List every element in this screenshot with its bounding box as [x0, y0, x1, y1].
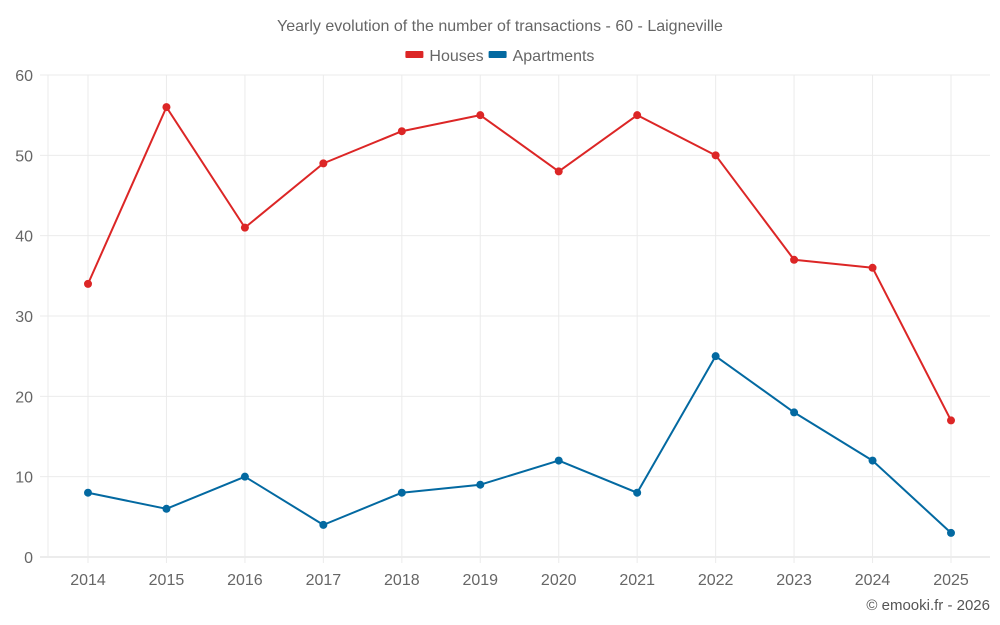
data-point[interactable]: [554, 167, 563, 176]
series-line: [87, 355, 952, 534]
x-tick-label: 2024: [855, 572, 891, 589]
x-tick-label: 2025: [933, 572, 969, 589]
data-point[interactable]: [947, 416, 955, 425]
data-point[interactable]: [397, 488, 406, 497]
legend-label: Apartments: [513, 48, 595, 65]
data-point[interactable]: [319, 520, 328, 529]
series-apartments: [84, 352, 955, 537]
data-point[interactable]: [633, 111, 642, 120]
data-point[interactable]: [790, 408, 799, 417]
x-tick-label: 2023: [776, 572, 812, 589]
x-tick-label: 2017: [306, 572, 342, 589]
data-point[interactable]: [711, 151, 720, 160]
series: [84, 103, 955, 537]
legend-item-apartments[interactable]: Apartments: [488, 48, 595, 65]
data-point[interactable]: [868, 456, 877, 465]
data-point[interactable]: [162, 103, 171, 112]
y-axis-ticks: 0 10 20 30 40 50 60: [15, 68, 33, 567]
y-tick-label: 40: [15, 229, 33, 246]
y-tick-label: 30: [15, 309, 33, 326]
x-tick-label: 2020: [541, 572, 577, 589]
x-tick-label: 2021: [619, 572, 655, 589]
data-point[interactable]: [476, 111, 485, 120]
data-point[interactable]: [711, 352, 720, 361]
y-tick-label: 10: [15, 470, 33, 487]
legend-swatch: [405, 51, 424, 58]
y-tick-label: 60: [15, 68, 33, 85]
data-point[interactable]: [947, 528, 955, 537]
x-tick-label: 2018: [384, 572, 420, 589]
x-axis-ticks: 2014 2015 2016 2017 2018 2019 2020 2021 2022 2023…: [70, 572, 969, 589]
data-point[interactable]: [162, 504, 171, 513]
data-point[interactable]: [240, 472, 249, 481]
y-tick-label: 20: [15, 389, 33, 406]
series-line: [87, 106, 952, 421]
data-point[interactable]: [397, 127, 406, 136]
data-point[interactable]: [790, 255, 799, 264]
data-point[interactable]: [84, 279, 92, 288]
series-houses: [84, 103, 955, 425]
x-tick-label: 2019: [462, 572, 498, 589]
legend: Houses Apartments: [405, 48, 594, 65]
legend-swatch: [488, 51, 507, 58]
gridlines: [40, 74, 990, 563]
x-tick-label: 2022: [698, 572, 734, 589]
data-point[interactable]: [633, 488, 642, 497]
data-point[interactable]: [476, 480, 485, 489]
chart-title: Yearly evolution of the number of transa…: [277, 18, 723, 35]
x-tick-label: 2014: [70, 572, 106, 589]
data-point[interactable]: [84, 488, 92, 497]
y-tick-label: 50: [15, 148, 33, 165]
data-point[interactable]: [868, 263, 877, 272]
x-tick-label: 2016: [227, 572, 263, 589]
data-point[interactable]: [319, 159, 328, 168]
x-tick-label: 2015: [149, 572, 185, 589]
legend-item-houses[interactable]: Houses: [405, 48, 484, 65]
legend-label: Houses: [429, 48, 483, 65]
data-point[interactable]: [554, 456, 563, 465]
credit-text: © emooki.fr - 2026: [866, 597, 990, 614]
y-tick-label: 0: [24, 550, 33, 567]
data-point[interactable]: [240, 223, 249, 232]
